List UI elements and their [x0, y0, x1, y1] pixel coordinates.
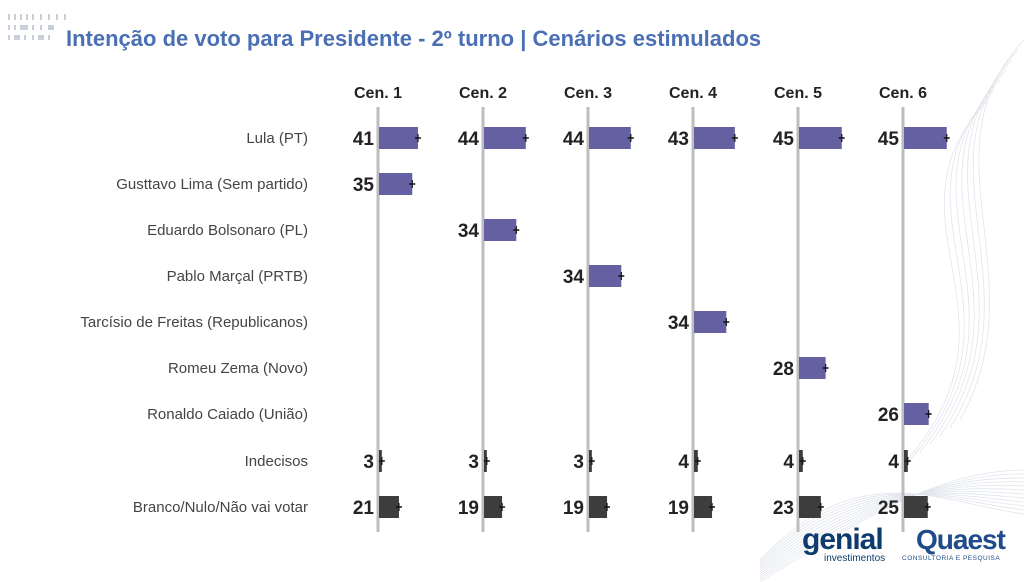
data-label: 4: [783, 452, 794, 473]
data-label: 19: [458, 498, 479, 519]
wave-line: [759, 493, 1024, 565]
category-label: Ronaldo Caiado (União): [147, 406, 308, 423]
grid-dots-icon: [8, 14, 66, 40]
bar: [589, 265, 622, 287]
wave-line: [759, 481, 1024, 577]
data-label: 26: [878, 405, 899, 426]
category-label: Gusttavo Lima (Sem partido): [116, 176, 308, 193]
wave-line: [759, 493, 1024, 567]
data-label: 45: [878, 129, 900, 150]
bar: [484, 496, 503, 518]
category-label: Pablo Marçal (PRTB): [167, 268, 308, 285]
data-label: 34: [668, 313, 690, 334]
data-label: 44: [458, 129, 480, 150]
scenario-header: Cen. 4: [669, 85, 717, 102]
bar: [589, 496, 608, 518]
data-label: 3: [573, 452, 584, 473]
data-label: 21: [353, 498, 375, 519]
data-label: 3: [363, 452, 374, 473]
data-label: 35: [353, 175, 375, 196]
data-label: 19: [563, 498, 584, 519]
bar: [694, 127, 735, 149]
wave-line: [959, 39, 1024, 421]
quaest-logo: Quaest: [916, 524, 1006, 555]
wave-line: [909, 89, 995, 461]
data-label: 25: [878, 498, 900, 519]
category-label: Indecisos: [245, 453, 308, 470]
scenario-header: Cen. 5: [774, 85, 822, 102]
wave-line: [759, 492, 1024, 569]
wave-line: [949, 49, 1019, 429]
wave-line: [939, 59, 1013, 437]
bar: [799, 357, 826, 379]
wave-line: [759, 484, 1024, 575]
category-label: Tarcísio de Freitas (Republicanos): [80, 314, 308, 331]
scenario-header: Cen. 1: [354, 85, 402, 102]
scenario-header: Cen. 3: [564, 85, 612, 102]
bar: [904, 496, 928, 518]
data-label: 34: [458, 221, 480, 242]
quaest-logo-subtitle: CONSULTORIA E PESQUISA: [902, 555, 1001, 562]
bar: [379, 127, 418, 149]
data-label: 4: [678, 452, 689, 473]
data-label: 3: [468, 452, 479, 473]
wave-line: [759, 469, 1024, 582]
data-label: 44: [563, 129, 585, 150]
wave-line: [899, 99, 989, 469]
data-label: 19: [668, 498, 689, 519]
category-label: Branco/Nulo/Não vai votar: [133, 499, 308, 516]
category-label: Romeu Zema (Novo): [168, 360, 308, 377]
bar: [589, 127, 631, 149]
sponsor-logos: genial investimentos Quaest CONSULTORIA …: [798, 525, 1018, 573]
bar: [694, 496, 713, 518]
bar: [904, 403, 929, 425]
data-label: 28: [773, 359, 794, 380]
bar: [694, 311, 727, 333]
wave-line: [759, 490, 1024, 571]
scenario-header: Cen. 2: [459, 85, 507, 102]
wave-line: [759, 473, 1024, 581]
genial-logo: genial: [802, 523, 884, 556]
bar: [799, 127, 842, 149]
scenario-header: Cen. 6: [879, 85, 927, 102]
wave-line: [919, 79, 1001, 453]
wave-line: [759, 477, 1024, 579]
page-title: Intenção de voto para Presidente - 2º tu…: [66, 26, 762, 51]
bar: [484, 127, 526, 149]
data-label: 23: [773, 498, 794, 519]
category-label: Lula (PT): [246, 130, 308, 147]
wave-line: [759, 488, 1024, 573]
data-label: 43: [668, 129, 689, 150]
data-label: 34: [563, 267, 585, 288]
wave-line: [929, 69, 1007, 445]
bar: [379, 173, 413, 195]
genial-logo-subtitle: investimentos: [824, 553, 886, 564]
category-label: Eduardo Bolsonaro (PL): [147, 222, 308, 239]
bar: [799, 496, 821, 518]
data-label: 4: [888, 452, 899, 473]
bar: [379, 496, 399, 518]
data-label: 45: [773, 129, 795, 150]
bar: [484, 219, 517, 241]
data-label: 41: [353, 129, 375, 150]
bar: [904, 127, 947, 149]
